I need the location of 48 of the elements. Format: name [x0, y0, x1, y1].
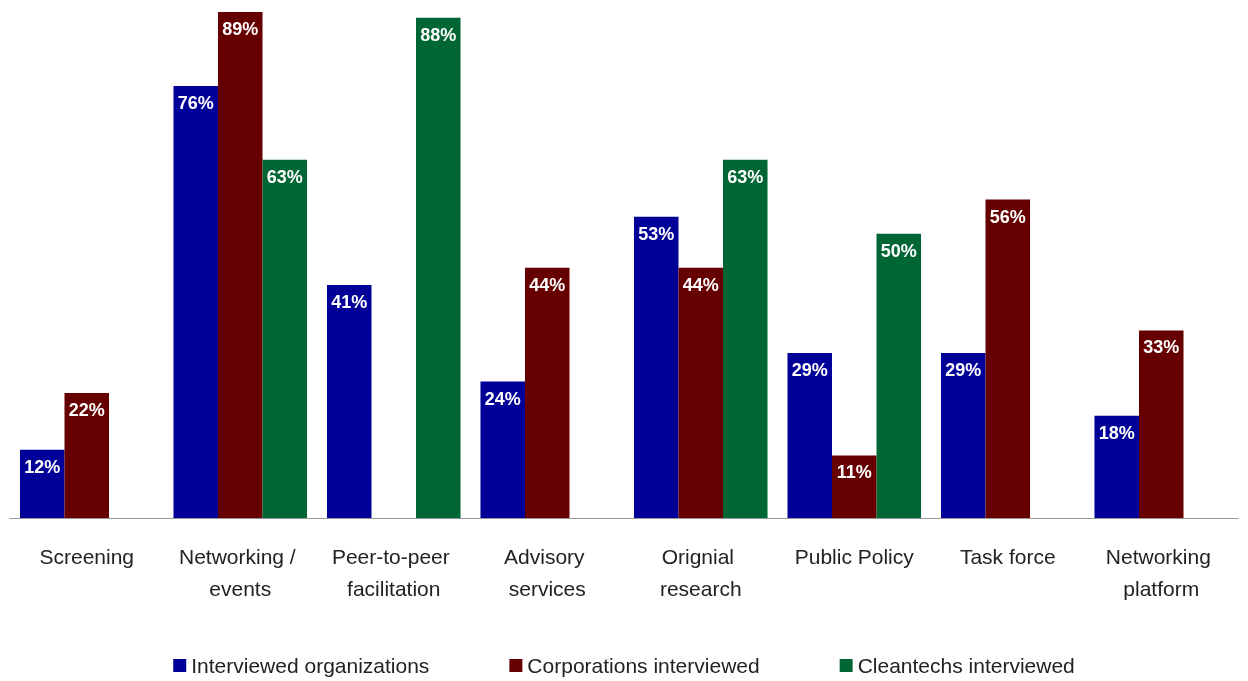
x-tick-label: Screening [39, 544, 135, 568]
data-label: 11% [836, 462, 872, 483]
data-label: 44% [682, 274, 719, 295]
data-label: 56% [989, 206, 1026, 227]
data-label: 63% [266, 166, 303, 187]
x-tick-label: Networking platform [1105, 544, 1217, 600]
bar [1138, 330, 1184, 518]
bar [723, 159, 768, 518]
x-tick-label: Task force [959, 544, 1056, 568]
data-label: 41% [331, 291, 368, 312]
legend-label: Interviewed organizations [191, 654, 430, 677]
data-label: 29% [791, 360, 828, 381]
bar [831, 455, 877, 518]
data-label: 29% [945, 360, 982, 381]
bar [633, 216, 679, 518]
data-label: 33% [1143, 337, 1180, 358]
bar [524, 267, 570, 518]
data-label: 89% [222, 19, 259, 39]
data-label: 76% [177, 92, 214, 113]
bar [787, 353, 832, 518]
x-tick-label: Public Policy [794, 544, 915, 568]
data-label: 24% [484, 388, 521, 409]
bar [64, 392, 110, 518]
legend-label: Corporations interviewed [527, 654, 760, 677]
legend-label: Cleantechs interviewed [857, 654, 1075, 677]
x-tick-label: Orignial research [659, 544, 742, 600]
x-tick-label: Networking / events [178, 544, 302, 600]
bar [985, 199, 1031, 518]
bar [1094, 415, 1139, 518]
data-label: 22% [68, 399, 105, 420]
bar [416, 17, 461, 518]
bar [217, 12, 263, 518]
bar [173, 85, 218, 518]
bar [678, 267, 724, 518]
data-label: 53% [638, 223, 675, 244]
bar [326, 284, 372, 518]
data-label: 18% [1098, 422, 1135, 443]
data-label: 50% [880, 240, 917, 261]
x-tick-label: Advisory services [504, 544, 591, 600]
bar [262, 159, 308, 518]
bar [940, 353, 986, 518]
x-tick-label: Peer-to-peer facilitation [331, 544, 456, 600]
data-label: 88% [420, 24, 457, 45]
data-label: 44% [529, 274, 566, 295]
bar [876, 233, 922, 518]
data-label: 12% [24, 456, 61, 477]
bar [480, 381, 525, 518]
data-label: 63% [727, 166, 764, 187]
